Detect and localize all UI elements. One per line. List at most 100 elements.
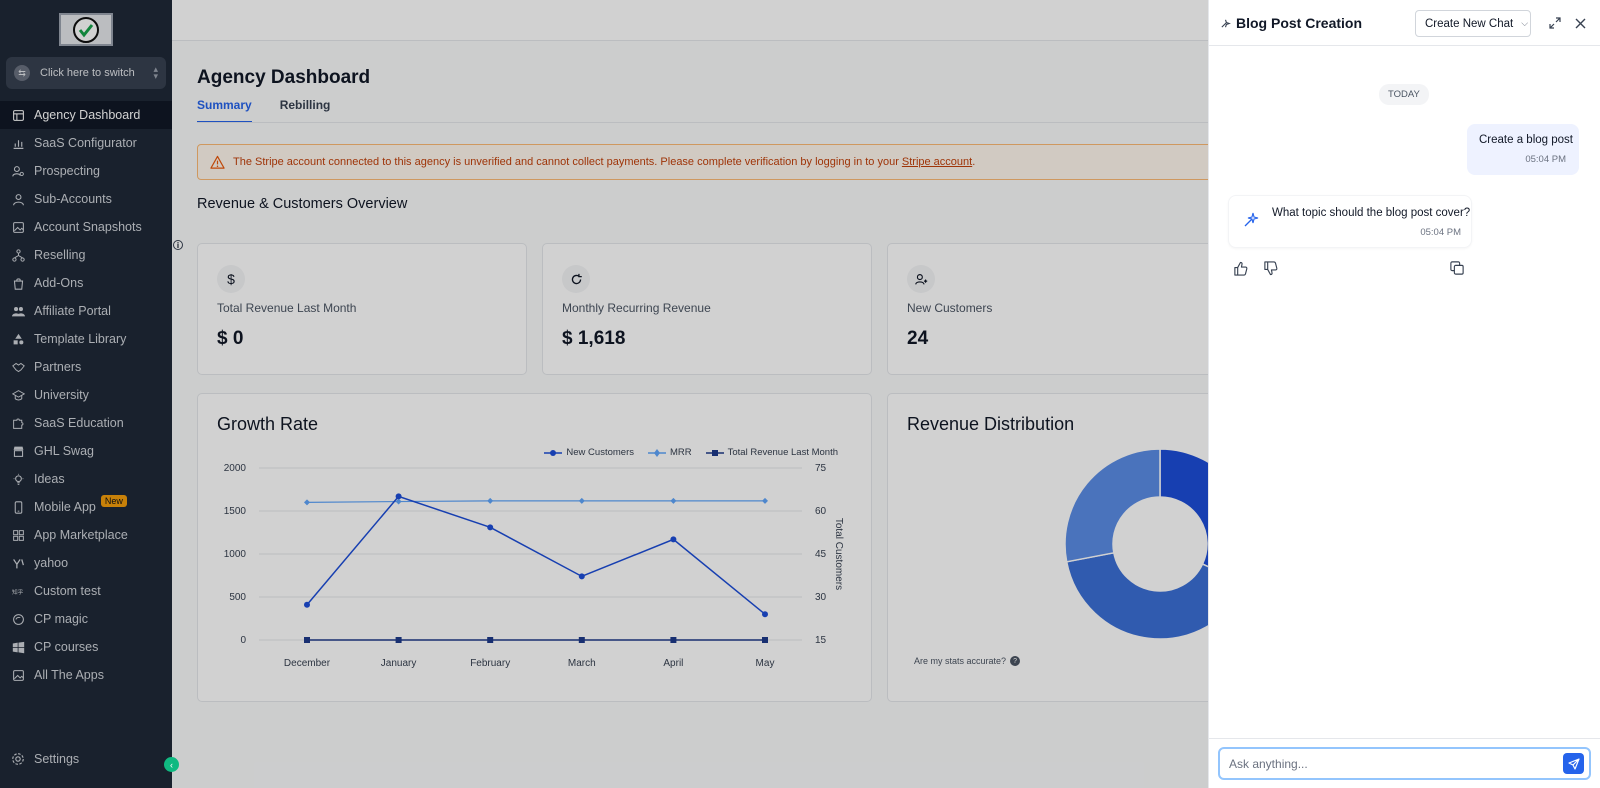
stat-value: $ 0	[217, 328, 244, 349]
sidebar-item-label: Ideas	[34, 472, 65, 486]
info-icon[interactable]: i	[173, 240, 183, 250]
top-bar	[172, 0, 1208, 41]
switcher-label: Click here to switch	[40, 67, 135, 79]
sidebar-item-account-snapshots[interactable]: Account Snapshots	[0, 213, 172, 241]
stats-accuracy-link[interactable]: Are my stats accurate??	[914, 656, 1021, 666]
network-icon	[11, 248, 25, 262]
chat-panel: Blog Post Creation Create New Chat ⌵ TOD…	[1208, 0, 1600, 788]
send-button[interactable]	[1563, 753, 1584, 774]
sidebar-item-cp-magic[interactable]: CP magic	[0, 605, 172, 633]
sidebar-item-label: Agency Dashboard	[34, 108, 141, 122]
revenue-distribution-chart	[1064, 448, 1208, 640]
sidebar-item-template-library[interactable]: Template Library	[0, 325, 172, 353]
legend-item[interactable]: Total Revenue Last Month	[705, 447, 838, 458]
sidebar-item-custom-test[interactable]: 知乎 Custom test	[0, 577, 172, 605]
tab-rebilling[interactable]: Rebilling	[279, 98, 331, 112]
stripe-alert: The Stripe account connected to this age…	[197, 144, 1208, 180]
y-right-tick-label: 15	[815, 635, 827, 646]
section-title: Revenue & Customers Overview	[197, 196, 408, 212]
sidebar-item-university[interactable]: University	[0, 381, 172, 409]
data-point	[487, 524, 494, 531]
page-title: Agency Dashboard	[197, 67, 371, 88]
thumbs-up-button[interactable]	[1232, 260, 1248, 276]
chart-legend: New Customers MRR Total Revenue Last Month	[530, 447, 838, 458]
legend-marker	[705, 449, 724, 456]
sidebar-item-affiliate-portal[interactable]: Affiliate Portal	[0, 297, 172, 325]
updown-icon: ▴ ▾	[153, 64, 158, 81]
y-right-tick-label: 45	[815, 549, 827, 560]
app-logo[interactable]	[59, 13, 113, 46]
help-icon: ?	[1010, 656, 1021, 666]
sidebar-item-label: Reselling	[34, 248, 86, 262]
y-right-axis-label: Total Customers	[833, 518, 844, 590]
legend-label: New Customers	[566, 447, 634, 458]
y-right-tick-label: 30	[815, 592, 827, 603]
sidebar-item-settings[interactable]: Settings	[11, 752, 79, 766]
new-chat-label: Create New Chat	[1425, 17, 1514, 30]
legend-label: Total Revenue Last Month	[727, 447, 838, 458]
growth-rate-card: Growth Rate New Customers MRR Total Revenu…	[197, 393, 872, 702]
bag-icon	[11, 276, 25, 290]
sidebar-item-cp-courses[interactable]: CP courses	[0, 633, 172, 661]
thumbs-up-icon	[1233, 261, 1247, 276]
y-tick-label: 0	[240, 635, 246, 646]
growth-rate-chart: 0 500 1000 1500 2000 15 30 45 60 75 Total Customer…	[224, 463, 844, 669]
data-point	[395, 637, 402, 643]
stat-label: Total Revenue Last Month	[217, 301, 357, 315]
ask-input[interactable]	[1229, 756, 1529, 771]
pie-slice[interactable]	[1064, 448, 1161, 563]
settings-label: Settings	[34, 752, 80, 766]
expand-button[interactable]	[1547, 15, 1563, 31]
thumbs-down-icon	[1263, 260, 1277, 275]
pie-slice[interactable]	[1159, 448, 1208, 584]
legend-item[interactable]: MRR	[647, 447, 692, 458]
dashboard-icon	[11, 108, 25, 122]
yahoo-icon	[11, 556, 25, 570]
sidebar-item-app-marketplace[interactable]: App Marketplace	[0, 521, 172, 549]
stat-value: $ 1,618	[562, 328, 626, 349]
pie-slice[interactable]	[1065, 551, 1208, 640]
sidebar-item-prospecting[interactable]: Prospecting	[0, 157, 172, 185]
tab-summary[interactable]: Summary	[197, 98, 252, 123]
sidebar-item-saas-configurator[interactable]: SaaS Configurator	[0, 129, 172, 157]
sidebar-item-partners[interactable]: Partners	[0, 353, 172, 381]
sidebar-item-sub-accounts[interactable]: Sub-Accounts	[0, 185, 172, 213]
sidebar-item-all-the-apps[interactable]: All The Apps	[0, 661, 172, 689]
phone-icon	[11, 500, 25, 514]
message-time: 05:04 PM	[1525, 154, 1566, 165]
data-point	[578, 573, 585, 580]
sidebar-item-agency-dashboard[interactable]: Agency Dashboard	[0, 101, 172, 129]
collapse-sidebar-button[interactable]: ‹	[164, 757, 179, 772]
thumbs-down-button[interactable]	[1262, 260, 1278, 276]
message-time: 05:04 PM	[1420, 227, 1461, 238]
warning-icon	[210, 155, 225, 169]
copy-button[interactable]	[1449, 260, 1465, 276]
revenue-distribution-title: Revenue Distribution	[907, 414, 1075, 434]
create-new-chat-dropdown[interactable]: Create New Chat ⌵	[1415, 10, 1531, 37]
stripe-account-link[interactable]: Stripe account	[901, 156, 973, 168]
sidebar-item-ideas[interactable]: Ideas	[0, 465, 172, 493]
alert-suffix: .	[972, 156, 976, 168]
sidebar-item-add-ons[interactable]: Add-Ons	[0, 269, 172, 297]
sidebar-item-saas-education[interactable]: SaaS Education	[0, 409, 172, 437]
sidebar-item-label: SaaS Education	[34, 416, 124, 430]
sidebar-item-label: Partners	[34, 360, 82, 374]
user-search-icon	[11, 164, 25, 178]
legend-marker	[544, 449, 563, 456]
sidebar-item-mobile-app[interactable]: Mobile App New	[0, 493, 172, 521]
stats-question-label: Are my stats accurate?	[914, 656, 1007, 666]
sidebar-item-ghl-swag[interactable]: GHL Swag	[0, 437, 172, 465]
data-point	[304, 499, 310, 506]
sidebar-item-label: CP courses	[34, 640, 99, 654]
sidebar-item-yahoo[interactable]: yahoo	[0, 549, 172, 577]
y-tick-label: 1500	[224, 506, 247, 517]
legend-label: MRR	[669, 447, 692, 458]
sparkle-icon	[1221, 19, 1231, 28]
stat-card-new-customers: New Customers 24	[887, 243, 1208, 375]
sidebar-item-reselling[interactable]: Reselling	[0, 241, 172, 269]
legend-item[interactable]: New Customers	[544, 447, 634, 458]
chevron-left-icon: ‹	[170, 759, 173, 770]
data-point	[670, 536, 677, 543]
account-switcher[interactable]: ⇆ Click here to switch ▴ ▾	[6, 57, 166, 89]
close-button[interactable]	[1572, 15, 1588, 31]
